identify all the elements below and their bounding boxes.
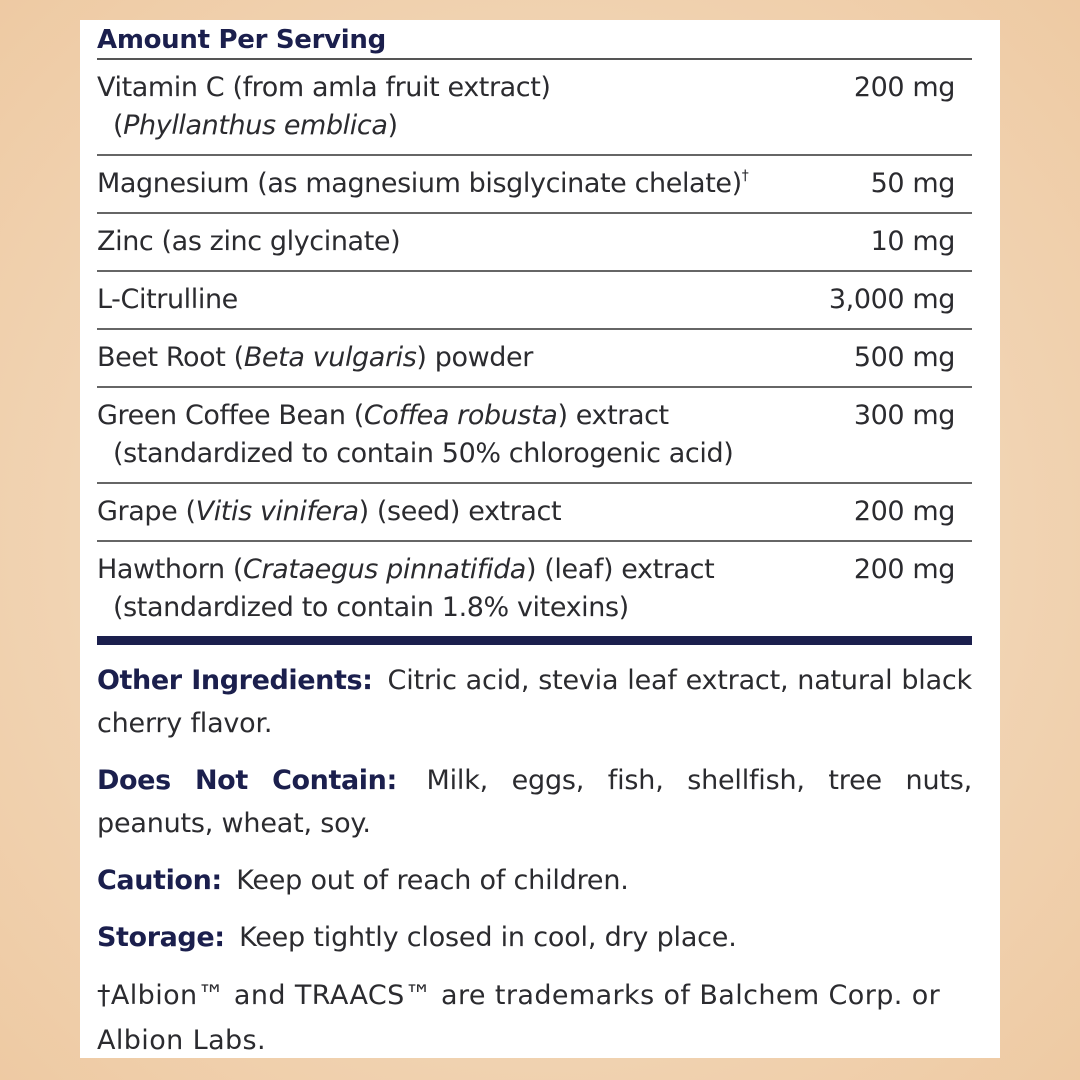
ingredient-text: Beta vulgaris — [243, 342, 417, 373]
note-text: Milk, eggs, fish, shellfish, tree nuts, … — [97, 765, 972, 839]
ingredient-text: Coffea robusta — [363, 400, 558, 431]
panel-header: Amount Per Serving — [97, 20, 972, 60]
note: Caution: Keep out of reach of children. — [97, 859, 972, 902]
footnote-mark: † — [741, 168, 749, 184]
ingredient-amount: 500 mg — [853, 342, 956, 373]
ingredient-row: Grape (Vitis vinifera) (seed) extract 200… — [97, 484, 972, 542]
ingredient-amount: 3,000 mg — [828, 284, 956, 315]
ingredient-text: Grape ( — [97, 496, 196, 527]
ingredient-row: Zinc (as zinc glycinate) 10 mg — [97, 214, 972, 272]
ingredient-text: ( — [113, 110, 124, 141]
ingredient-text: Green Coffee Bean ( — [97, 400, 364, 431]
ingredient-line: Beet Root (Beta vulgaris) powder — [97, 339, 972, 377]
ingredient-line: Vitamin C (from amla fruit extract) — [97, 69, 972, 107]
ingredient-amount: 300 mg — [853, 400, 956, 431]
ingredient-text: Zinc (as zinc glycinate) — [97, 226, 401, 257]
ingredient-text: (standardized to contain 50% chlorogenic… — [113, 438, 734, 469]
ingredient-rows: Vitamin C (from amla fruit extract) (Phyl… — [97, 60, 972, 645]
ingredient-text: ) (seed) extract — [358, 496, 562, 527]
note: Does Not Contain: Milk, eggs, fish, shel… — [97, 759, 972, 845]
note-label: Does Not Contain: — [97, 765, 397, 796]
footnote: †Albion™ and TRAACS™ are trademarks of B… — [97, 980, 941, 1056]
ingredient-amount: 200 mg — [853, 554, 956, 585]
ingredient-text: Vitamin C (from amla fruit extract) — [97, 72, 551, 103]
ingredient-text: (standardized to contain 1.8% vitexins) — [113, 592, 629, 623]
note-label: Storage: — [97, 922, 225, 953]
ingredient-text: ) — [387, 110, 398, 141]
ingredient-line: (standardized to contain 50% chlorogenic… — [97, 435, 972, 473]
note-label: Caution: — [97, 865, 222, 896]
ingredient-row: Magnesium (as magnesium bisglycinate che… — [97, 156, 972, 214]
ingredient-text: L-Citrulline — [97, 284, 238, 315]
ingredient-text: ) powder — [416, 342, 533, 373]
ingredient-line: Grape (Vitis vinifera) (seed) extract — [97, 493, 972, 531]
note-text: Citric acid, stevia leaf extract, natura… — [97, 665, 972, 739]
ingredient-line: (Phyllanthus emblica) — [97, 107, 972, 145]
ingredient-row: Beet Root (Beta vulgaris) powder 500 mg — [97, 330, 972, 388]
ingredient-line: Zinc (as zinc glycinate) — [97, 223, 972, 261]
ingredient-text: Vitis vinifera — [195, 496, 359, 527]
notes: Other Ingredients: Citric acid, stevia l… — [97, 659, 972, 959]
ingredient-line: L-Citrulline — [97, 281, 972, 319]
ingredient-row: Hawthorn (Crataegus pinnatifida) (leaf) … — [97, 542, 972, 645]
note: Other Ingredients: Citric acid, stevia l… — [97, 659, 972, 745]
supplement-panel: Amount Per Serving Vitamin C (from amla … — [80, 20, 1000, 1058]
ingredient-amount: 200 mg — [853, 496, 956, 527]
ingredient-text: Beet Root ( — [97, 342, 244, 373]
ingredient-line: Magnesium (as magnesium bisglycinate che… — [97, 165, 972, 203]
note-label: Other Ingredients: — [97, 665, 373, 696]
ingredient-row: L-Citrulline 3,000 mg — [97, 272, 972, 330]
ingredient-line: Green Coffee Bean (Coffea robusta) extra… — [97, 397, 972, 435]
ingredient-text: Phyllanthus emblica — [123, 110, 388, 141]
ingredient-row: Vitamin C (from amla fruit extract) (Phyl… — [97, 60, 972, 156]
note: Storage: Keep tightly closed in cool, dr… — [97, 916, 972, 959]
ingredient-text: ) extract — [557, 400, 669, 431]
ingredient-text: Magnesium (as magnesium bisglycinate che… — [97, 168, 742, 199]
ingredient-text: ) (leaf) extract — [525, 554, 715, 585]
note-text: Keep tightly closed in cool, dry place. — [239, 922, 737, 953]
note-text: Keep out of reach of children. — [236, 865, 629, 896]
ingredient-amount: 10 mg — [870, 226, 956, 257]
ingredient-text: Crataegus pinnatifida — [243, 554, 526, 585]
ingredient-row: Green Coffee Bean (Coffea robusta) extra… — [97, 388, 972, 484]
panel-content: Amount Per Serving Vitamin C (from amla … — [97, 20, 972, 1063]
ingredient-amount: 50 mg — [870, 168, 956, 199]
ingredient-line: Hawthorn (Crataegus pinnatifida) (leaf) … — [97, 551, 972, 589]
ingredient-line: (standardized to contain 1.8% vitexins) — [97, 589, 972, 627]
ingredient-amount: 200 mg — [853, 72, 956, 103]
ingredient-text: Hawthorn ( — [97, 554, 244, 585]
